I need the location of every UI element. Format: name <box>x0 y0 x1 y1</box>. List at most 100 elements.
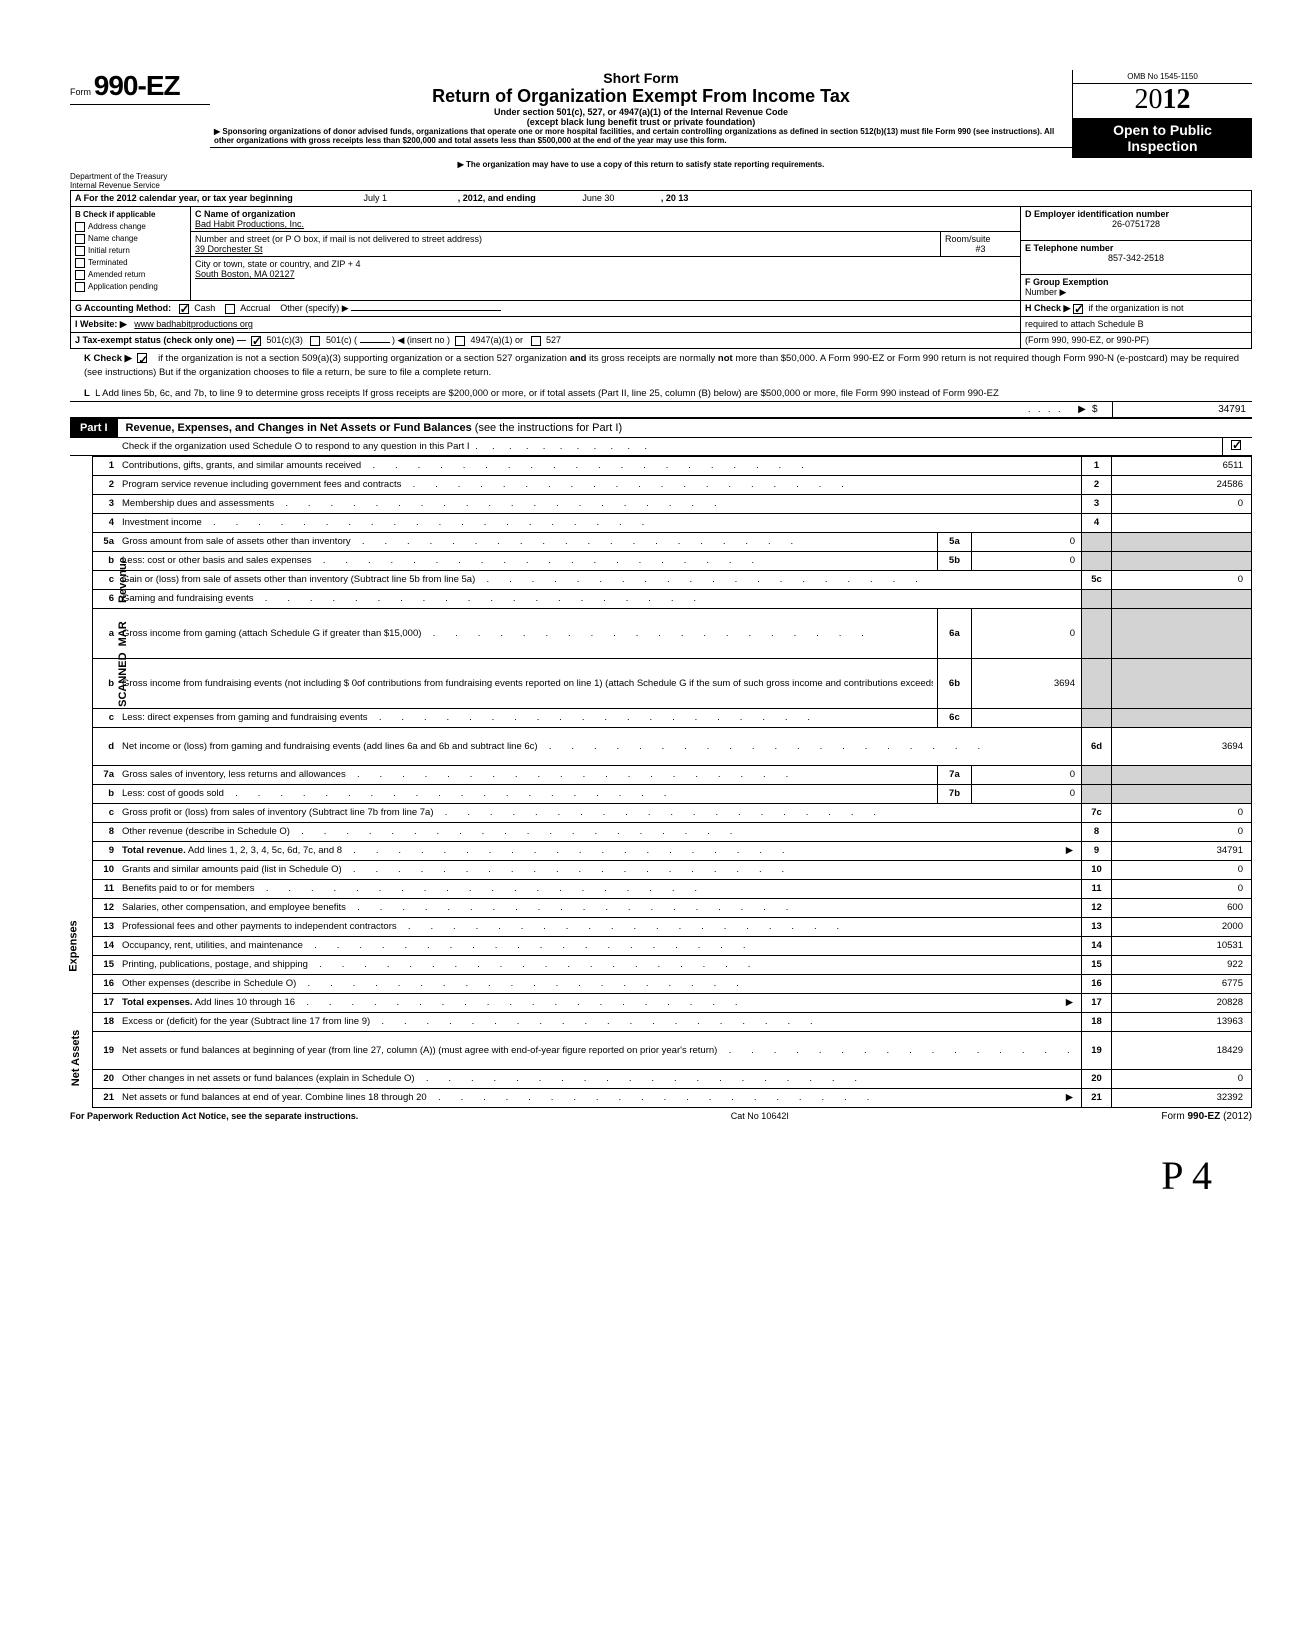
table-row: 8Other revenue (describe in Schedule O) … <box>70 822 1252 841</box>
line-amount[interactable]: 922 <box>1112 955 1252 974</box>
B-label: B Check if applicable <box>75 209 186 221</box>
right-no-shade <box>1082 532 1112 551</box>
mid-amount[interactable]: 3694 <box>971 658 1081 708</box>
F-label2: Number ▶ <box>1025 287 1247 298</box>
chk-pending[interactable]: Application pending <box>75 281 186 293</box>
mid-amount[interactable]: 0 <box>971 551 1081 570</box>
right-line-no: 18 <box>1082 1012 1112 1031</box>
line-amount[interactable]: 3694 <box>1112 727 1252 765</box>
line-amount[interactable]: 34791 <box>1112 841 1252 860</box>
chk-part1-scheduleO[interactable] <box>1231 440 1241 450</box>
line-amount[interactable]: 6775 <box>1112 974 1252 993</box>
mid-amount[interactable] <box>971 708 1081 727</box>
open-line1: Open to Public <box>1075 122 1250 138</box>
line-description: Benefits paid to or for members . . . . … <box>118 879 1082 898</box>
mid-amount[interactable]: 0 <box>971 765 1081 784</box>
line-description: Total revenue. Add lines 1, 2, 3, 4, 5c,… <box>118 841 1082 860</box>
chk-schedule-b[interactable] <box>1073 304 1083 314</box>
line-number: 15 <box>92 955 118 974</box>
line-number: 9 <box>92 841 118 860</box>
chk-527[interactable] <box>531 336 541 346</box>
line-amount[interactable]: 18429 <box>1112 1031 1252 1069</box>
chk-address-change[interactable]: Address change <box>75 221 186 233</box>
table-row: aGross income from gaming (attach Schedu… <box>70 608 1252 658</box>
line-amount[interactable]: 2000 <box>1112 917 1252 936</box>
chk-initial-return[interactable]: Initial return <box>75 245 186 257</box>
line-I: I Website: ▶ www badhabitproductions org <box>71 317 1021 332</box>
mid-amount[interactable]: 0 <box>971 532 1081 551</box>
website[interactable]: www badhabitproductions org <box>134 319 253 329</box>
line-amount[interactable]: 20828 <box>1112 993 1252 1012</box>
chk-4947[interactable] <box>455 336 465 346</box>
chk-cash[interactable] <box>179 304 189 314</box>
C-label: C Name of organization <box>195 209 1016 219</box>
chk-501c[interactable] <box>310 336 320 346</box>
line-description: Gross income from gaming (attach Schedul… <box>118 608 937 658</box>
tax-year-end[interactable]: June 30 <box>538 193 658 203</box>
chk-K[interactable] <box>137 353 147 363</box>
table-row: 3Membership dues and assessments . . . .… <box>70 494 1252 513</box>
line-description: Total expenses. Add lines 10 through 16 … <box>118 993 1082 1012</box>
line-amount[interactable]: 24586 <box>1112 475 1252 494</box>
line-amount[interactable]: 6511 <box>1112 456 1252 475</box>
H-text1: if the organization is not <box>1088 303 1183 313</box>
chk-amended[interactable]: Amended return <box>75 269 186 281</box>
right-no-shade <box>1082 658 1112 708</box>
org-suite[interactable]: #3 <box>945 244 1016 254</box>
org-name[interactable]: Bad Habit Productions, Inc. <box>195 219 1016 229</box>
mid-line-no: 5a <box>937 532 971 551</box>
501c-no[interactable] <box>360 342 390 343</box>
tax-year: 2012 <box>1073 84 1252 116</box>
line-amount[interactable]: 32392 <box>1112 1088 1252 1107</box>
line-amount[interactable]: 13963 <box>1112 1012 1252 1031</box>
chk-501c3[interactable] <box>251 336 261 346</box>
line-amount[interactable]: 0 <box>1112 494 1252 513</box>
line-amount[interactable]: 0 <box>1112 803 1252 822</box>
line-amount[interactable]: 600 <box>1112 898 1252 917</box>
org-street[interactable]: 39 Dorchester St <box>195 244 936 254</box>
line-amount[interactable]: 10531 <box>1112 936 1252 955</box>
right-line-no: 8 <box>1082 822 1112 841</box>
part-1-check-text: Check if the organization used Schedule … <box>122 441 470 452</box>
chk-name-change[interactable]: Name change <box>75 233 186 245</box>
section-H: H Check ▶ if the organization is not <box>1021 301 1251 316</box>
tax-year-begin[interactable]: July 1 <box>295 193 455 204</box>
line-description: Gain or (loss) from sale of assets other… <box>118 570 1082 589</box>
other-input[interactable] <box>351 310 501 311</box>
phone[interactable]: 857-342-2518 <box>1025 253 1247 263</box>
line-amount[interactable]: 0 <box>1112 860 1252 879</box>
line-number: b <box>92 551 118 570</box>
chk-accrual[interactable] <box>225 304 235 314</box>
short-form-label: Short Form <box>210 70 1072 86</box>
line-description: Other changes in net assets or fund bala… <box>118 1069 1082 1088</box>
mid-amount[interactable]: 0 <box>971 608 1081 658</box>
line-number: 13 <box>92 917 118 936</box>
right-line-no: 14 <box>1082 936 1112 955</box>
table-row: 9Total revenue. Add lines 1, 2, 3, 4, 5c… <box>70 841 1252 860</box>
line-description: Professional fees and other payments to … <box>118 917 1082 936</box>
line-amount[interactable]: 0 <box>1112 570 1252 589</box>
footer: For Paperwork Reduction Act Notice, see … <box>70 1108 1252 1122</box>
table-row: 20Other changes in net assets or fund ba… <box>70 1069 1252 1088</box>
table-row: cLess: direct expenses from gaming and f… <box>70 708 1252 727</box>
table-row: bLess: cost of goods sold . . . . . . . … <box>70 784 1252 803</box>
table-row: bGross income from fundraising events (n… <box>70 658 1252 708</box>
mid-line-no: 5b <box>937 551 971 570</box>
line-amount[interactable]: 0 <box>1112 1069 1252 1088</box>
line-amount[interactable]: 0 <box>1112 822 1252 841</box>
ein[interactable]: 26-0751728 <box>1025 219 1247 229</box>
line-amount[interactable]: 0 <box>1112 879 1252 898</box>
line-A-label: A For the 2012 calendar year, or tax yea… <box>75 193 293 203</box>
I-label: I Website: ▶ <box>75 319 127 329</box>
line-amount[interactable] <box>1112 513 1252 532</box>
page-mark: P 4 <box>70 1152 1252 1199</box>
org-city[interactable]: South Boston, MA 02127 <box>195 269 1016 279</box>
line-J: J Tax-exempt status (check only one) — 5… <box>71 333 1021 348</box>
year-box: OMB No 1545-1150 2012 Open to Public Ins… <box>1072 70 1252 158</box>
table-row: 12Salaries, other compensation, and empl… <box>70 898 1252 917</box>
chk-terminated[interactable]: Terminated <box>75 257 186 269</box>
right-line-no: 11 <box>1082 879 1112 898</box>
cash-label: Cash <box>194 303 215 313</box>
mid-amount[interactable]: 0 <box>971 784 1081 803</box>
line-number: 1 <box>92 456 118 475</box>
